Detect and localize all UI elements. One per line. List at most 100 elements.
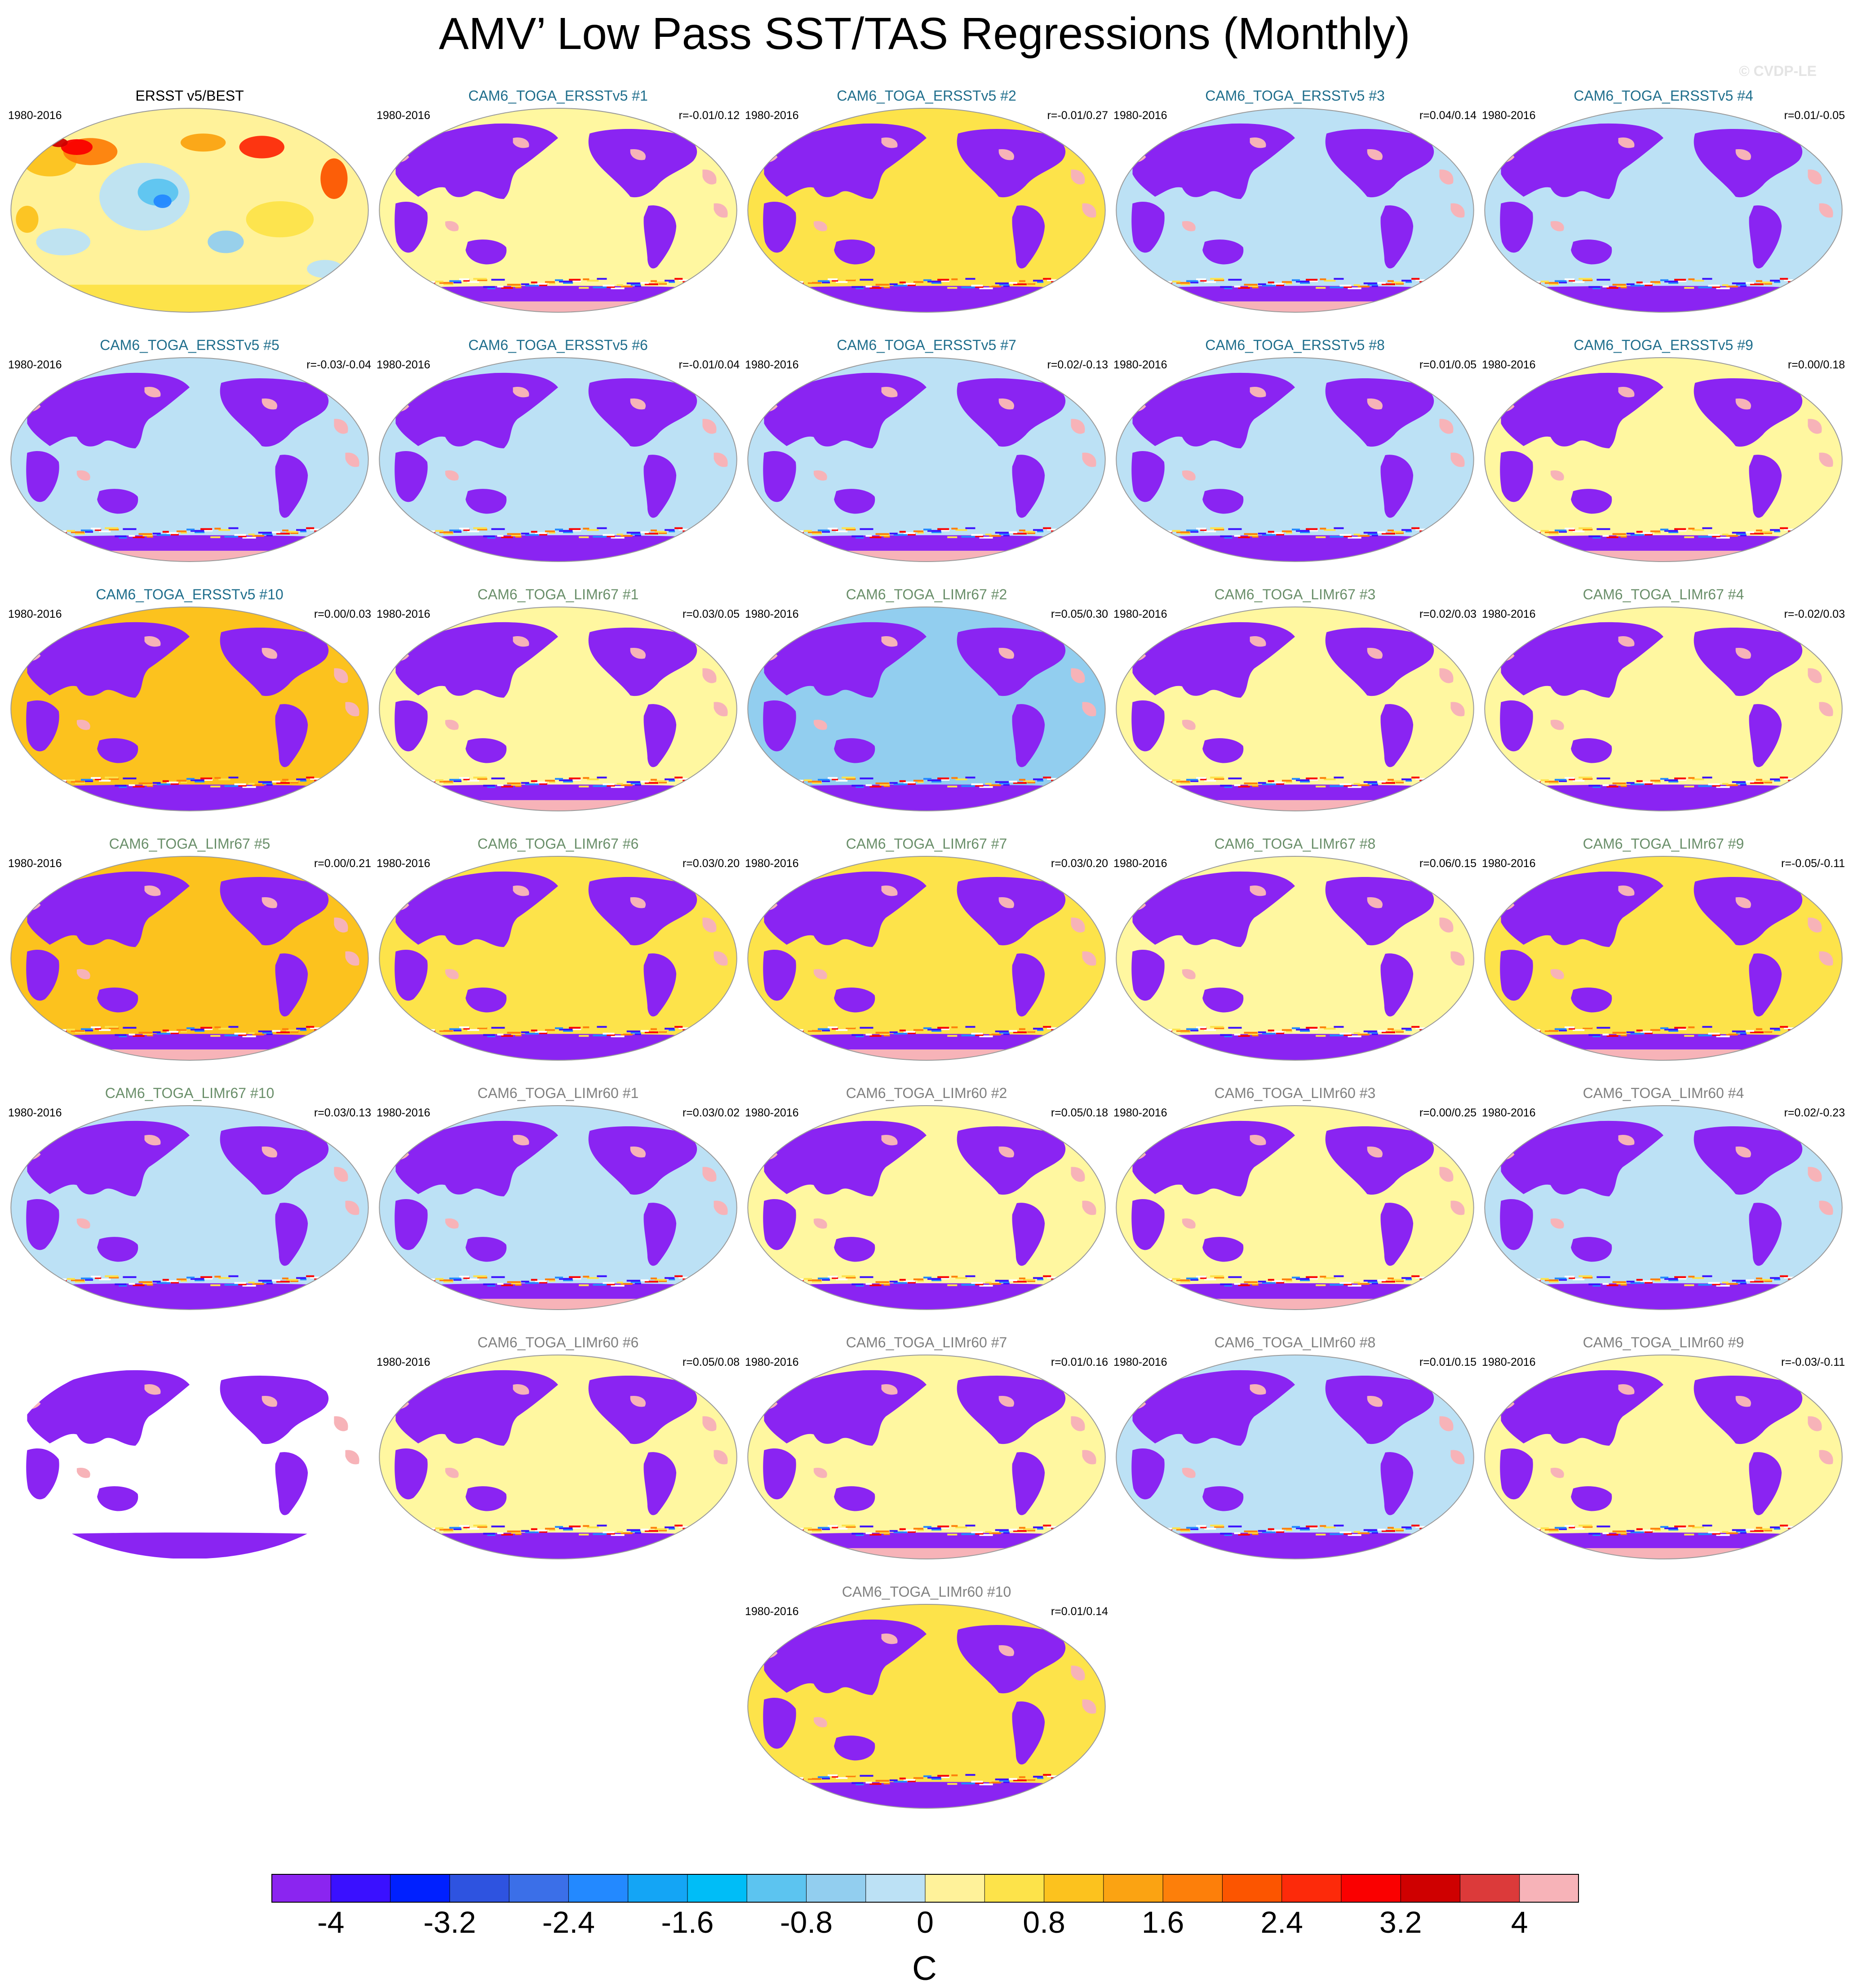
panel-r-value: r=0.01/0.16 <box>1051 1356 1108 1368</box>
colorbar-tick-label: 3.2 <box>1379 1905 1422 1939</box>
world-map <box>10 108 369 313</box>
world-map <box>747 607 1106 811</box>
panel-r-value: r=0.03/0.20 <box>682 857 740 870</box>
panel-title: CAM6_TOGA_LIMr67 #4 <box>1583 586 1744 602</box>
map-panel: CAM6_TOGA_LIMr67 #9 1980-2016 r=-0.05/-0.1… <box>1479 836 1848 1065</box>
map-panel: CAM6_TOGA_LIMr67 #3 1980-2016 r=0.02/0.03 <box>1111 586 1479 815</box>
panel-period: 1980-2016 <box>8 109 62 122</box>
map-panel: ERSST v5/BEST 1980-2016 <box>5 88 374 317</box>
panel-period: 1980-2016 <box>8 857 62 870</box>
map-panel: CAM6_TOGA_LIMr60 #4 1980-2016 r=0.02/-0.23 <box>1479 1085 1848 1314</box>
panel-period: 1980-2016 <box>1113 608 1167 620</box>
world-map <box>10 1105 369 1310</box>
world-map <box>1484 1355 1843 1559</box>
panel-period: 1980-2016 <box>8 1107 62 1119</box>
panel-title: CAM6_TOGA_ERSSTv5 #6 <box>468 337 648 353</box>
panel-title: CAM6_TOGA_ERSSTv5 #1 <box>468 88 648 104</box>
panel-period: 1980-2016 <box>1113 1356 1167 1368</box>
map-panel: CAM6_TOGA_LIMr67 #5 1980-2016 r=0.00/0.21 <box>5 836 374 1065</box>
panel-r-value: r=-0.02/0.03 <box>1784 608 1845 620</box>
world-map <box>10 357 369 562</box>
panel-r-value: r=0.00/0.18 <box>1787 359 1845 371</box>
panel-r-value: r=0.02/-0.23 <box>1784 1107 1845 1119</box>
panel-period: 1980-2016 <box>1113 109 1167 122</box>
panel-r-value: r=0.01/0.05 <box>1419 359 1477 371</box>
colorbar-swatch <box>271 1874 331 1902</box>
panel-title: CAM6_TOGA_ERSSTv5 #10 <box>96 586 284 602</box>
map-panel: CAM6_TOGA_LIMr60 #8 1980-2016 r=0.01/0.15 <box>1111 1334 1479 1563</box>
panel-r-value: r=0.03/0.13 <box>314 1107 371 1119</box>
panel-period: 1980-2016 <box>1482 109 1536 122</box>
world-map <box>1116 108 1474 313</box>
panel-title: CAM6_TOGA_LIMr67 #1 <box>477 586 639 602</box>
world-map <box>1484 607 1843 811</box>
world-map <box>1116 856 1474 1061</box>
panel-period: 1980-2016 <box>377 109 430 122</box>
map-panel: CAM6_TOGA_LIMr60 #7 1980-2016 r=0.01/0.16 <box>742 1334 1111 1563</box>
colorbar-swatch <box>865 1874 925 1902</box>
colorbar-swatch <box>1222 1874 1282 1902</box>
world-map <box>1484 1105 1843 1310</box>
map-panel: CAM6_TOGA_LIMr60 #3 1980-2016 r=0.00/0.25 <box>1111 1085 1479 1314</box>
panel-period: 1980-2016 <box>377 359 430 371</box>
world-map <box>379 357 737 562</box>
panel-r-value: r=0.03/0.05 <box>682 608 740 620</box>
panel-r-value: r=0.02/-0.13 <box>1047 359 1108 371</box>
panel-r-value: r=0.01/0.14 <box>1051 1605 1108 1618</box>
panel-period: 1980-2016 <box>745 109 799 122</box>
world-map <box>379 1355 737 1559</box>
map-panel: CAM6_TOGA_ERSSTv5 #6 1980-2016 r=-0.01/0.0… <box>374 337 742 566</box>
colorbar-tick-label: -4 <box>317 1905 345 1939</box>
map-panel: CAM6_TOGA_ERSSTv5 #1 1980-2016 r=-0.01/0.1… <box>374 88 742 317</box>
world-map <box>747 1604 1106 1809</box>
colorbar-tick-label: 1.6 <box>1141 1905 1184 1939</box>
colorbar-swatch <box>806 1874 866 1902</box>
map-panel: CAM6_TOGA_LIMr60 #6 1980-2016 r=0.05/0.08 <box>374 1334 742 1563</box>
panel-title: CAM6_TOGA_LIMr60 #1 <box>477 1085 639 1101</box>
panel-title: CAM6_TOGA_LIMr60 #4 <box>1583 1085 1744 1101</box>
panel-r-value: r=0.05/0.18 <box>1051 1107 1108 1119</box>
map-panel: CAM6_TOGA_LIMr60 #9 1980-2016 r=-0.03/-0.1… <box>1479 1334 1848 1563</box>
world-map <box>379 108 737 313</box>
panel-period: 1980-2016 <box>377 857 430 870</box>
colorbar-tick-label: -2.4 <box>542 1905 595 1939</box>
colorbar-swatch <box>1044 1874 1104 1902</box>
panel-title: CAM6_TOGA_LIMr60 #10 <box>842 1584 1011 1600</box>
panel-period: 1980-2016 <box>1482 608 1536 620</box>
panel-r-value: r=0.05/0.08 <box>682 1356 740 1368</box>
map-panel: CAM6_TOGA_LIMr67 #8 1980-2016 r=0.06/0.15 <box>1111 836 1479 1065</box>
colorbar-tick-label: 0 <box>917 1905 934 1939</box>
panel-title: CAM6_TOGA_LIMr67 #10 <box>105 1085 275 1101</box>
map-panel: CAM6_TOGA_LIMr60 #2 1980-2016 r=0.05/0.18 <box>742 1085 1111 1314</box>
panel-title: CAM6_TOGA_LIMr67 #9 <box>1583 836 1744 852</box>
panel-r-value: r=0.01/0.15 <box>1419 1356 1477 1368</box>
map-panel: CAM6_TOGA_LIMr60 #1 1980-2016 r=0.03/0.02 <box>374 1085 742 1314</box>
panel-r-value: r=0.00/0.21 <box>314 857 371 870</box>
panel-r-value: r=0.02/0.03 <box>1419 608 1477 620</box>
panel-period: 1980-2016 <box>377 1107 430 1119</box>
map-panel: CAM6_TOGA_ERSSTv5 #10 1980-2016 r=0.00/0.0… <box>5 586 374 815</box>
panel-r-value: r=0.01/-0.05 <box>1784 109 1845 122</box>
world-map <box>747 357 1106 562</box>
world-map <box>1116 607 1474 811</box>
colorbar-swatch <box>925 1874 985 1902</box>
panel-title: CAM6_TOGA_LIMr67 #5 <box>109 836 270 852</box>
colorbar-swatch <box>628 1874 687 1902</box>
world-map <box>747 108 1106 313</box>
colorbar-swatch <box>1341 1874 1401 1902</box>
panel-title: CAM6_TOGA_ERSSTv5 #2 <box>837 88 1016 104</box>
world-map <box>747 1355 1106 1559</box>
panel-period: 1980-2016 <box>1113 857 1167 870</box>
world-map <box>379 856 737 1061</box>
panel-r-value: r=0.05/0.30 <box>1051 608 1108 620</box>
panel-title: CAM6_TOGA_LIMr67 #8 <box>1214 836 1376 852</box>
panel-title: CAM6_TOGA_LIMr67 #6 <box>477 836 639 852</box>
credit-label: © CVDP-LE <box>1739 63 1817 79</box>
colorbar-swatch <box>687 1874 747 1902</box>
panel-period: 1980-2016 <box>745 359 799 371</box>
map-panel: CAM6_TOGA_LIMr67 #4 1980-2016 r=-0.02/0.03 <box>1479 586 1848 815</box>
panel-period: 1980-2016 <box>1482 1356 1536 1368</box>
panel-title: CAM6_TOGA_ERSSTv5 #3 <box>1205 88 1385 104</box>
world-map <box>10 607 369 811</box>
figure-title: AMV’ Low Pass SST/TAS Regressions (Month… <box>439 9 1410 59</box>
